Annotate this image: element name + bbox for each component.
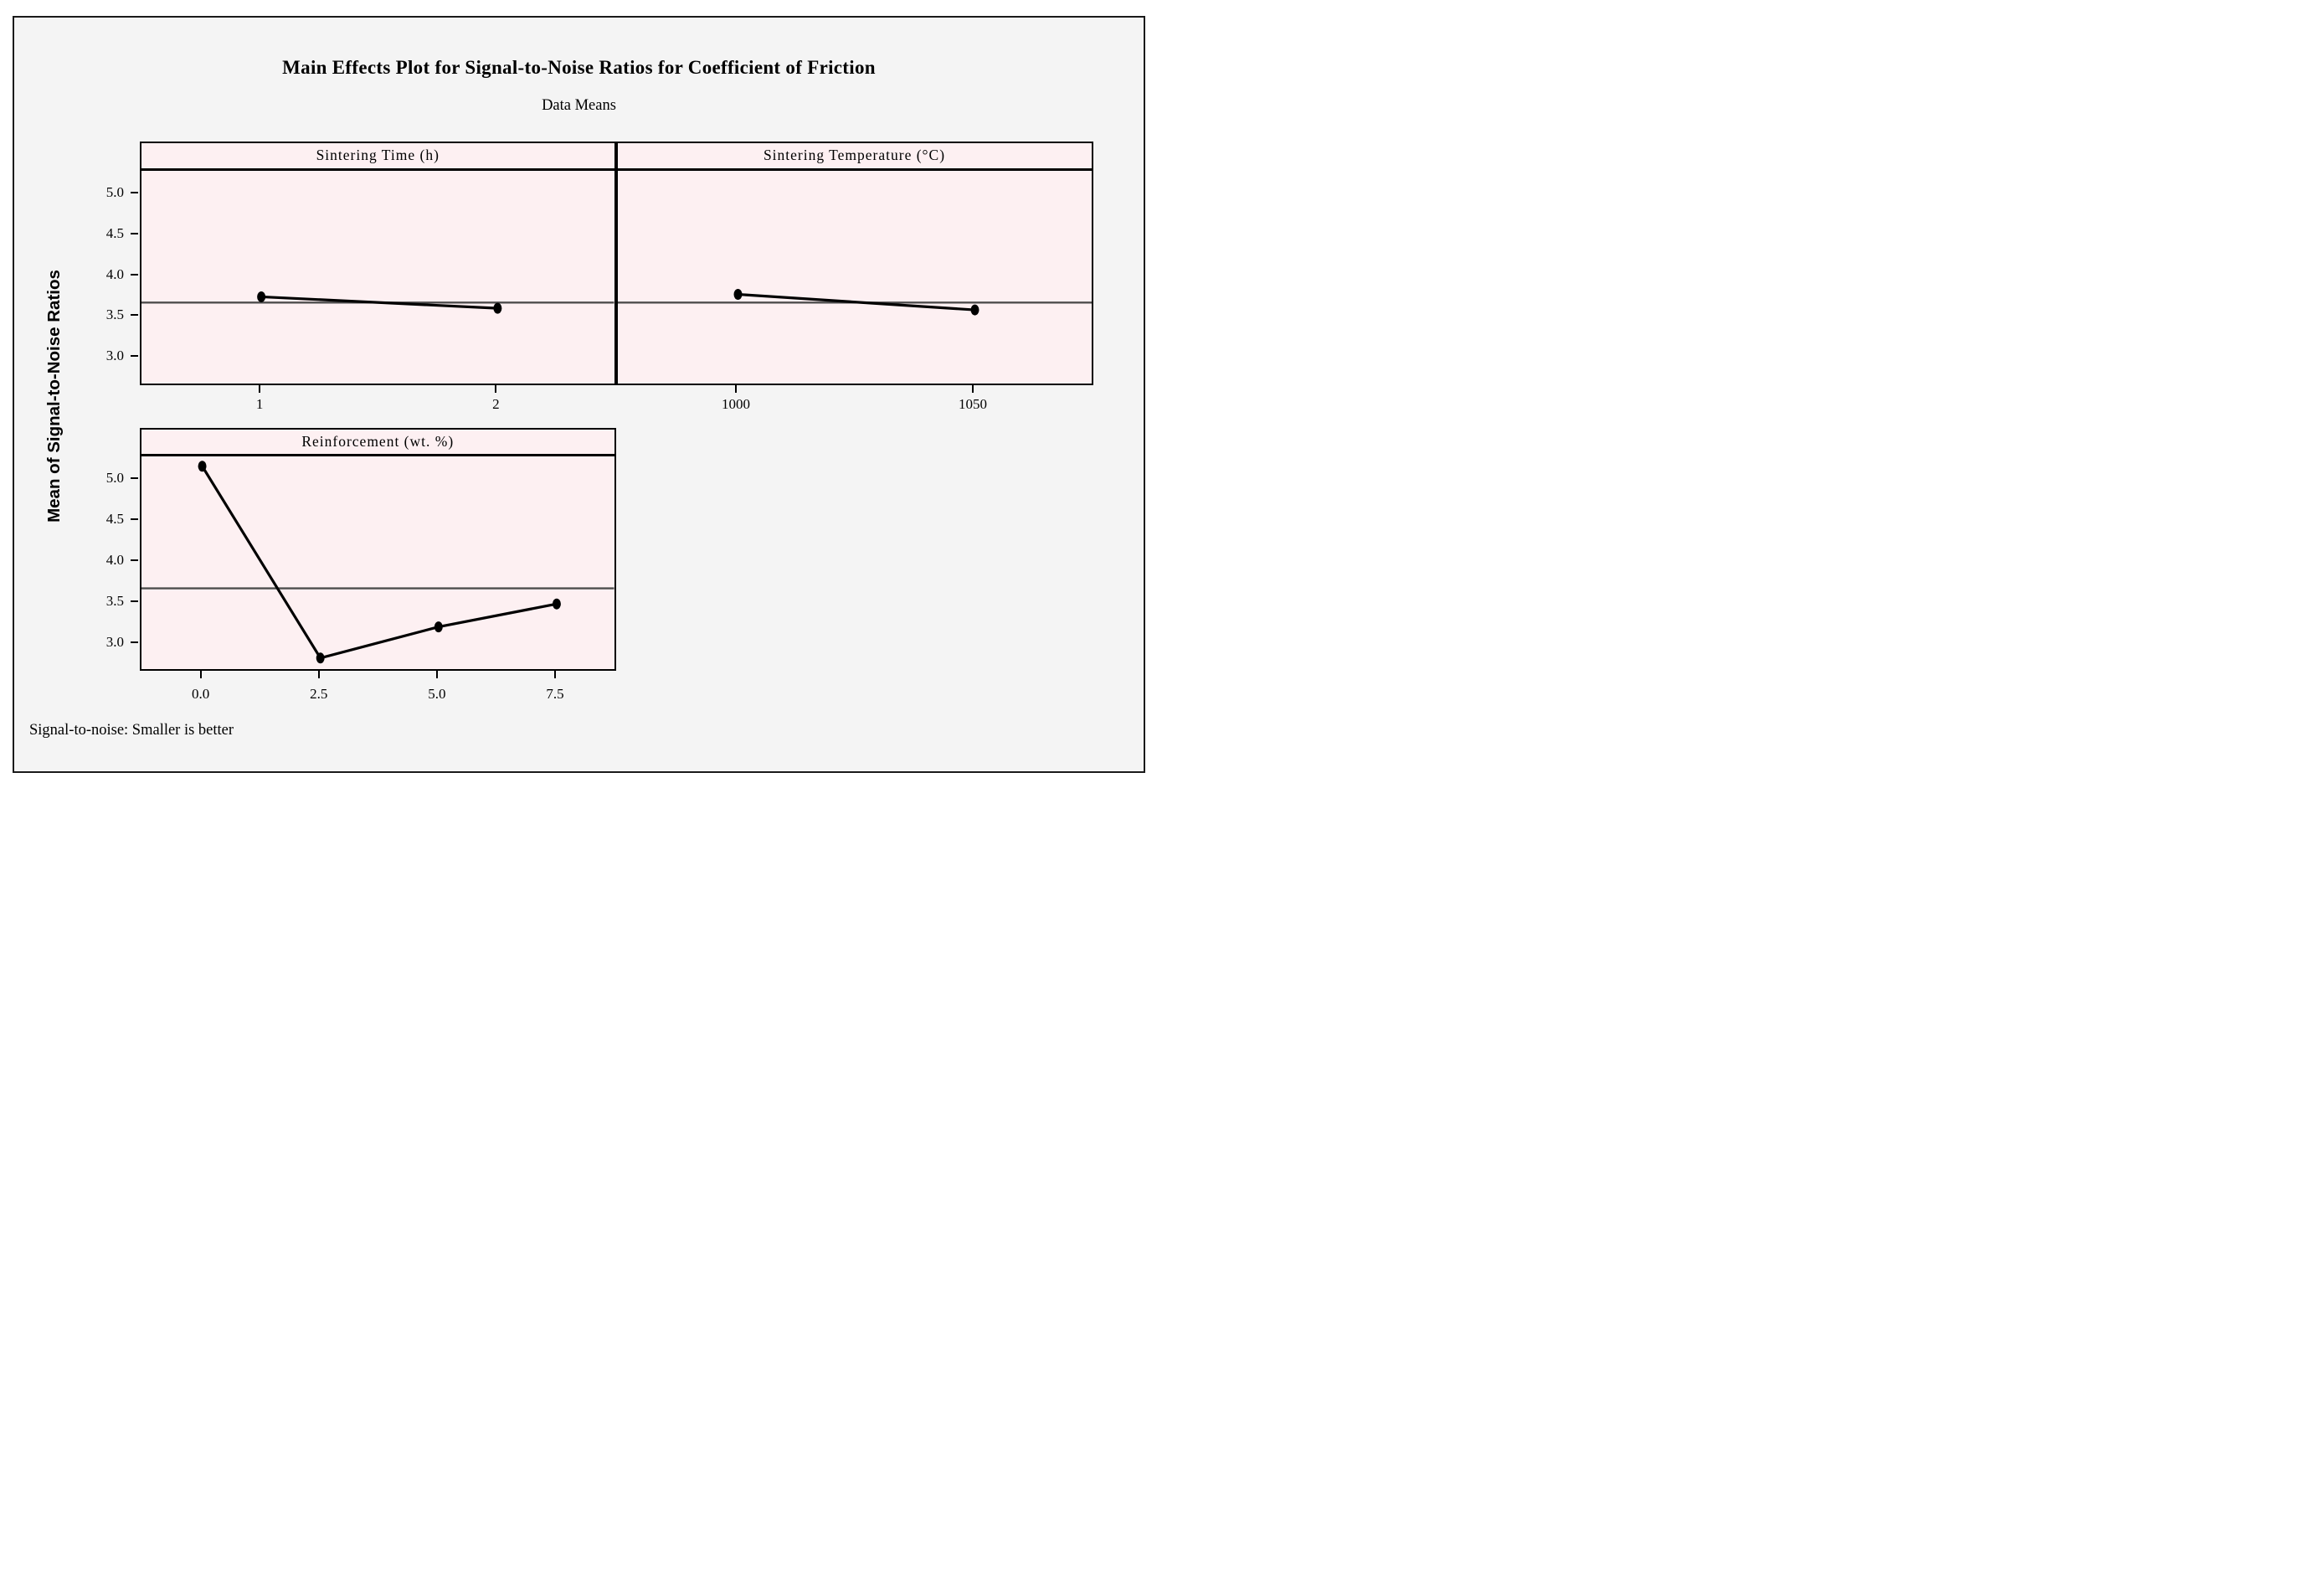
x-tick (553, 671, 556, 678)
y-tick-label: 5.0 (105, 469, 124, 486)
x-tick-label: 2 (492, 395, 500, 412)
series-canvas (617, 288, 1092, 316)
footer-note: Signal-to-noise: Smaller is better (29, 722, 234, 739)
y-tick (131, 355, 138, 358)
y-tick-label: 3.5 (105, 306, 124, 323)
y-axis-label: Mean of Signal-to-Noise Ratios (44, 270, 64, 523)
x-tick (495, 384, 497, 393)
series-line (261, 295, 498, 310)
y-tick (131, 232, 138, 234)
y-tick-label: 3.5 (105, 592, 124, 609)
x-tick (199, 671, 202, 678)
chart-title: Main Effects Plot for Signal-to-Noise Ra… (282, 57, 876, 78)
y-tick (131, 476, 138, 479)
x-tick-label: 2.5 (310, 686, 328, 702)
x-tick-label: 1 (255, 395, 264, 412)
data-point-marker (434, 621, 443, 632)
y-tick-label: 4.5 (105, 510, 124, 527)
figure-frame: Main Effects Plot for Signal-to-Noise Ra… (13, 16, 1145, 773)
x-tick (317, 671, 320, 678)
y-tick-label: 5.0 (105, 183, 124, 200)
panel-sintering-temperature-c: Sintering Temperature (°C) 1000 1050 (615, 141, 1093, 414)
plot-area (140, 170, 616, 385)
panel-sintering-time-h: Sintering Time (h) 1 2 5.0 4.5 4.0 3.5 3.0 (106, 141, 616, 414)
y-tick (131, 518, 138, 520)
series-line (737, 292, 975, 312)
y-tick (131, 273, 138, 276)
data-point-marker (552, 598, 561, 610)
data-point-marker (970, 304, 979, 316)
panel-header: Sintering Temperature (°C) (615, 141, 1093, 171)
chart-subtitle: Data Means (542, 97, 616, 114)
data-point-marker (733, 288, 742, 300)
x-tick (735, 384, 737, 393)
data-point-marker (316, 652, 325, 663)
panel-header: Reinforcement (wt. %) (140, 427, 616, 456)
x-tick-label: 7.5 (546, 686, 564, 702)
x-tick-label: 1050 (959, 395, 987, 412)
x-tick-label: 5.0 (428, 686, 446, 702)
data-point-marker (493, 302, 502, 314)
x-tick (435, 671, 438, 678)
y-tick-label: 4.0 (105, 265, 124, 282)
data-point-marker (198, 460, 207, 471)
series-canvas (141, 460, 614, 663)
y-tick-label: 3.0 (105, 633, 124, 650)
plot-area (615, 170, 1093, 385)
x-tick-label: 1000 (722, 395, 750, 412)
data-point-marker (257, 291, 266, 302)
x-tick (259, 384, 261, 393)
y-tick (131, 191, 138, 193)
y-tick-label: 3.0 (105, 348, 124, 364)
x-tick (972, 384, 974, 393)
panel-header: Sintering Time (h) (140, 141, 616, 171)
panel-reinforcement-wt: Reinforcement (wt. %) 0.0 2.5 5.0 7.5 5.0 4.5 4… (106, 427, 616, 702)
y-tick (131, 559, 138, 561)
y-tick (131, 641, 138, 643)
series-canvas (141, 291, 614, 314)
plot-area (140, 456, 616, 671)
x-tick-label: 0.0 (191, 686, 210, 702)
y-tick-label: 4.0 (105, 551, 124, 568)
series-line (201, 465, 558, 660)
y-tick (131, 314, 138, 317)
y-tick (131, 600, 138, 602)
y-tick-label: 4.5 (105, 224, 124, 241)
